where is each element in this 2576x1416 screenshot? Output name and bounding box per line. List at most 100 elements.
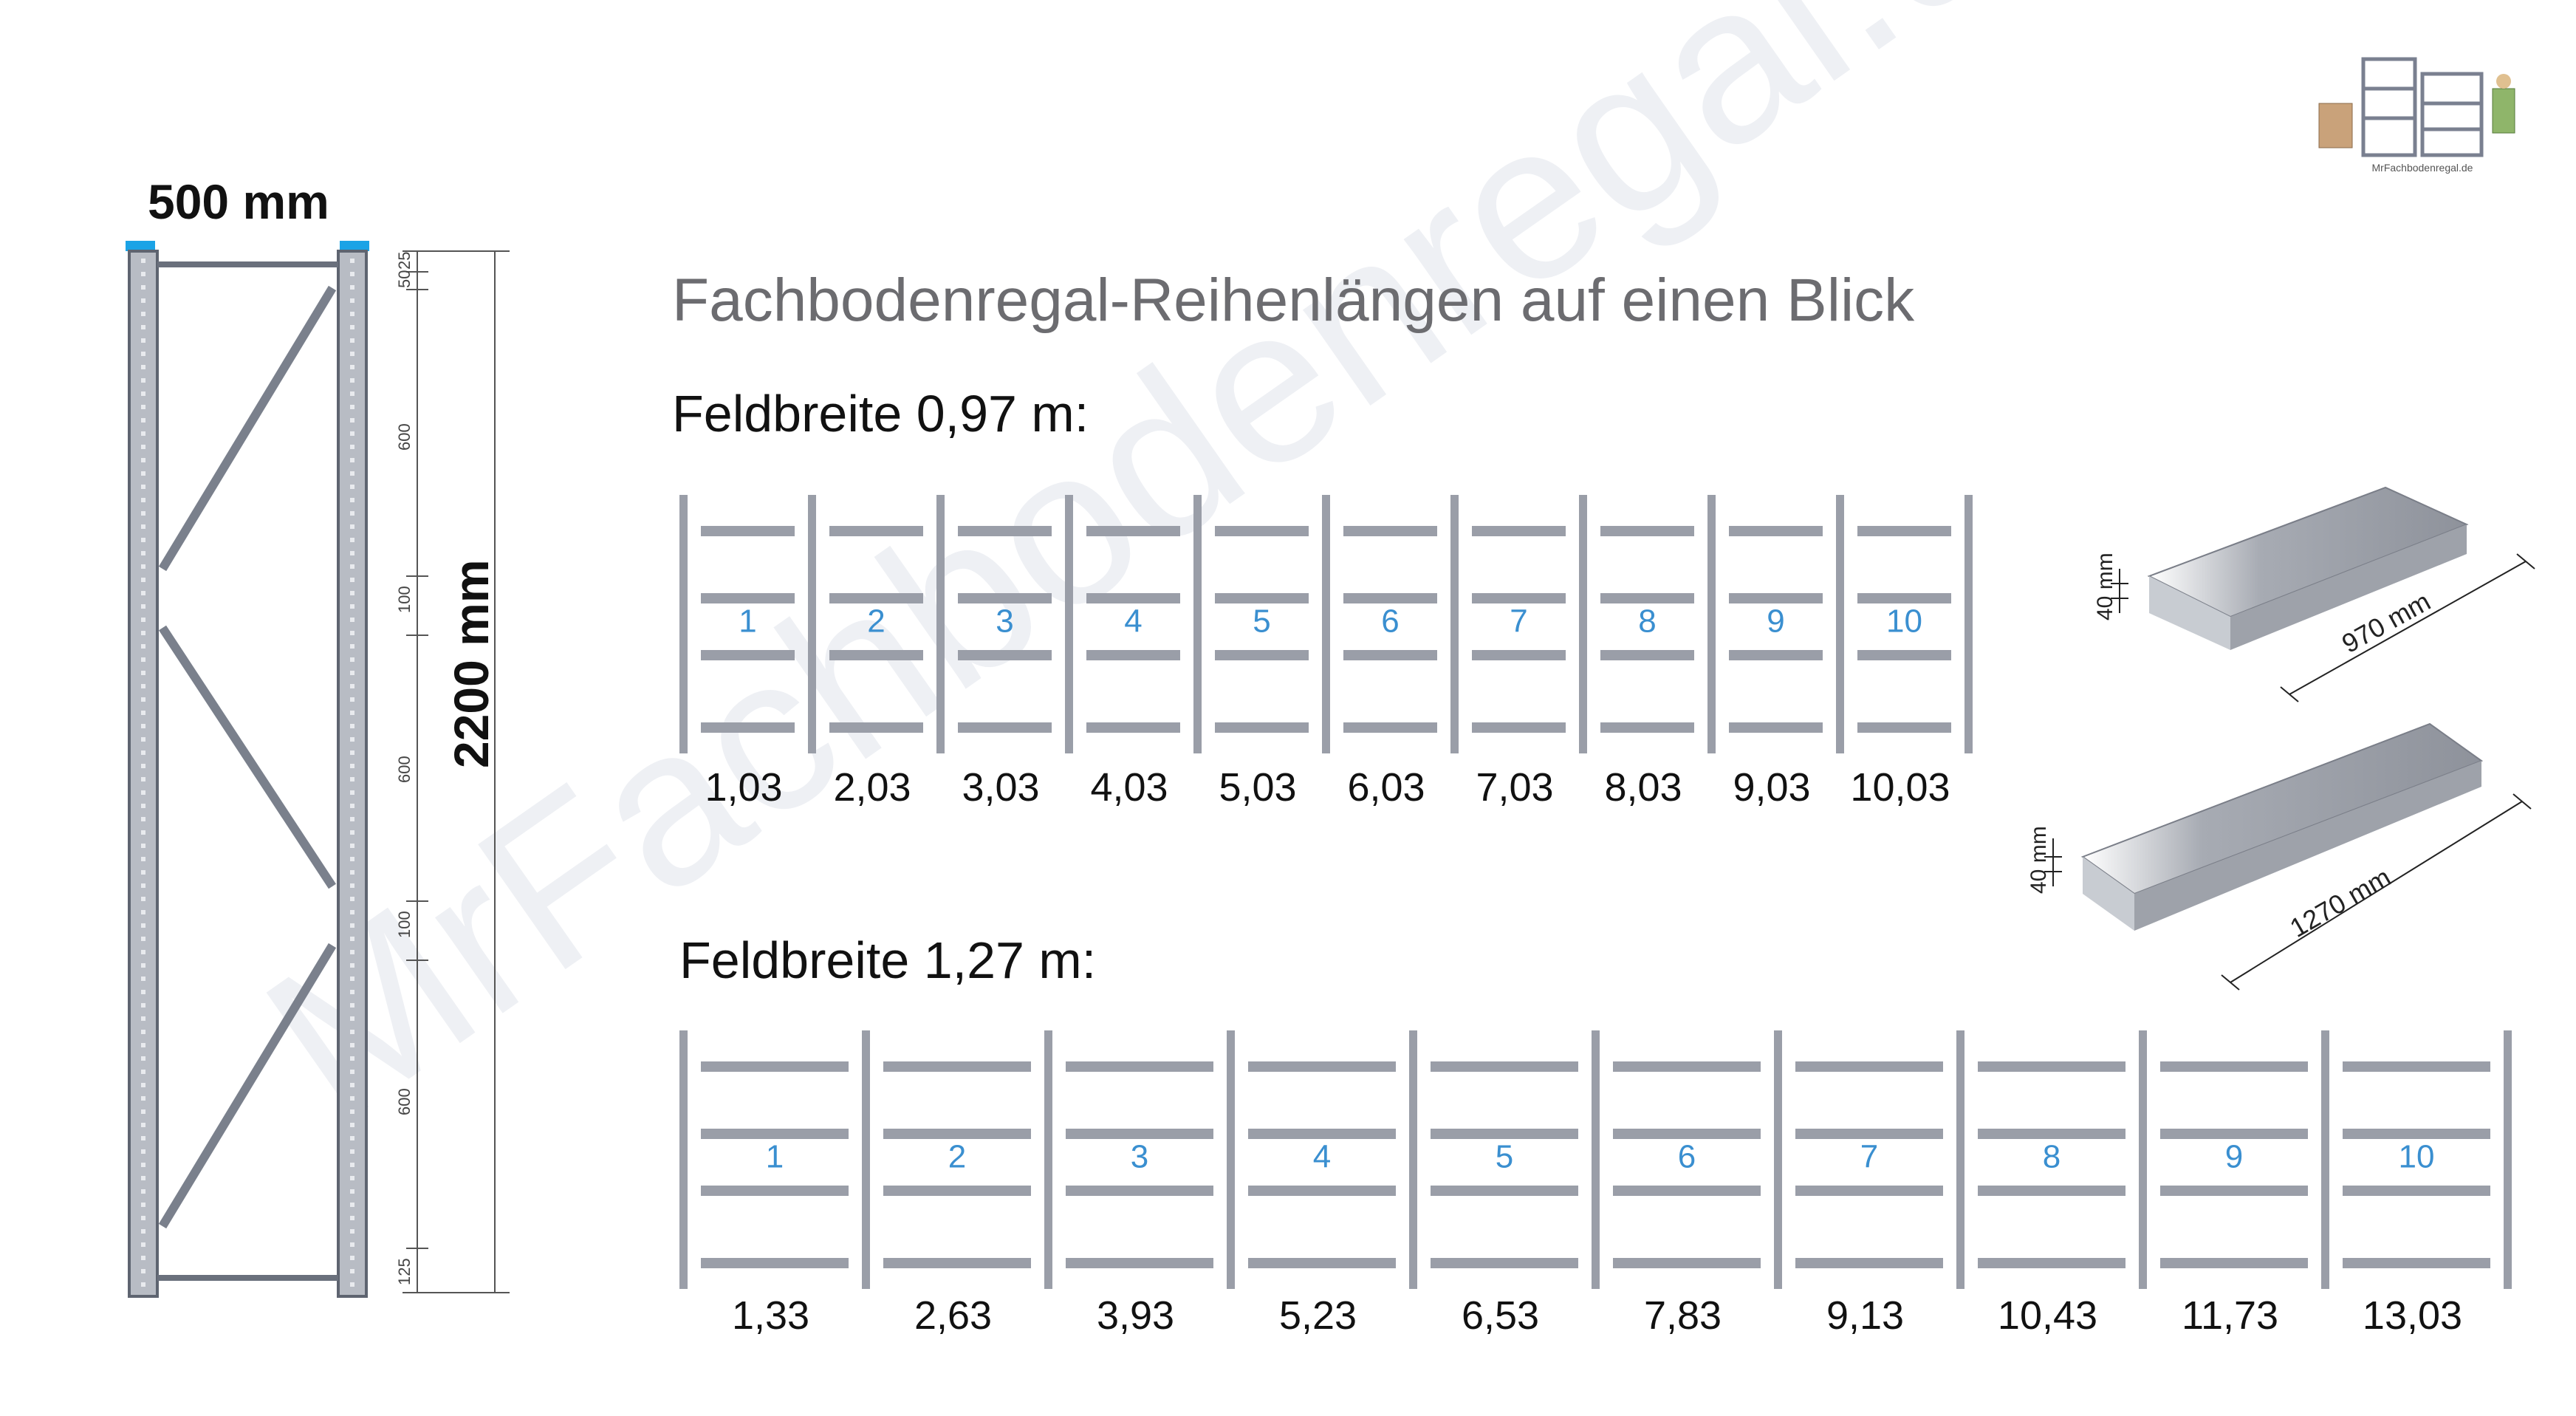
upright-frame-drawing: 25 50 600 100 600 100 600 125 <box>126 241 510 1298</box>
row2-upright <box>1592 1030 1600 1289</box>
dimension-top-50: 50 <box>395 270 414 288</box>
row1-upright <box>1964 495 1973 753</box>
row1-shelf-level <box>1215 722 1309 733</box>
row2-field-number: 7 <box>1860 1139 1878 1175</box>
row2-shelving: 1 2 3 4 5 6 7 8 9 10 <box>679 1030 2512 1289</box>
row2-field-number: 9 <box>2225 1139 2243 1175</box>
row1-shelf-level <box>1600 526 1694 536</box>
row2-shelf-level <box>1978 1186 2125 1196</box>
row1-shelf-level <box>829 593 923 603</box>
row2-shelf-level <box>1066 1061 1213 1072</box>
logo-text: MrFachbodenregal.de <box>2372 162 2473 174</box>
row2-shelf-level <box>1613 1186 1761 1196</box>
dimension-100-lower: 100 <box>395 911 414 938</box>
row1-shelf-level <box>1729 593 1823 603</box>
row2-shelf-level <box>1978 1061 2125 1072</box>
row1-upright <box>808 495 816 753</box>
row1-upright <box>679 495 688 753</box>
row2-field-number: 2 <box>948 1139 966 1175</box>
row1-length-label: 4,03 <box>1090 765 1168 810</box>
row2-shelf-level <box>1248 1258 1396 1268</box>
row2-field-number: 6 <box>1678 1139 1696 1175</box>
row2-shelf-level <box>2160 1061 2308 1072</box>
row2-shelf-level <box>1431 1061 1578 1072</box>
row1-length-label: 10,03 <box>1850 765 1950 810</box>
row1-shelf-level <box>1729 526 1823 536</box>
row2-label: Feldbreite 1,27 m: <box>679 931 1097 989</box>
row2-shelf-level <box>1978 1129 2125 1139</box>
row1-shelf-level <box>1600 593 1694 603</box>
dimension-100-upper: 100 <box>395 586 414 613</box>
row2-shelf-level <box>1613 1258 1761 1268</box>
row1-shelf-level <box>1857 526 1951 536</box>
row1-shelf-level <box>958 593 1052 603</box>
row2-shelf-level <box>701 1258 849 1268</box>
row2-shelf-level <box>1431 1129 1578 1139</box>
row1-shelf-level <box>1215 650 1309 660</box>
row1-field-number: 6 <box>1381 603 1399 640</box>
dimension-top-25: 25 <box>395 252 414 270</box>
row1-upright <box>1450 495 1459 753</box>
dimension-600-middle: 600 <box>395 756 414 783</box>
row2-shelf-level <box>701 1186 849 1196</box>
row1-length-label: 2,03 <box>833 765 911 810</box>
row1-upright <box>1836 495 1844 753</box>
row1-shelf-level <box>1472 526 1566 536</box>
row2-upright <box>1227 1030 1235 1289</box>
row1-shelf-level <box>1343 722 1437 733</box>
row2-shelf-level <box>1795 1061 1943 1072</box>
dimension-bottom-125: 125 <box>395 1258 414 1285</box>
row2-length-label: 6,53 <box>1461 1293 1540 1338</box>
row2-shelf-level <box>701 1129 849 1139</box>
row2-svg: 1 2 3 4 5 6 7 8 9 10 <box>679 1030 2512 1289</box>
row1-shelf-level <box>1086 526 1180 536</box>
shelf-970-illustration: 40 mm 970 mm <box>2093 486 2535 702</box>
row1-length-label: 5,03 <box>1219 765 1297 810</box>
row1-shelf-level <box>1343 526 1437 536</box>
row1-shelf-level <box>1086 593 1180 603</box>
row1-shelf-level <box>1600 650 1694 660</box>
row1-shelf-level <box>701 650 795 660</box>
row2-upright <box>2321 1030 2329 1289</box>
row1-shelf-level <box>829 650 923 660</box>
row2-length-label: 13,03 <box>2362 1293 2463 1338</box>
row2-shelf-level <box>1066 1186 1213 1196</box>
row1-shelf-level <box>1215 526 1309 536</box>
row1-length-label: 3,03 <box>962 765 1040 810</box>
row1-upright <box>936 495 945 753</box>
row1-shelf-level <box>829 722 923 733</box>
logo[interactable]: MrFachbodenregal.de <box>2312 44 2533 177</box>
shelf-970-height-label: 40 mm <box>2093 553 2117 620</box>
row2-shelf-level <box>1613 1061 1761 1072</box>
row1-shelf-level <box>1472 722 1566 733</box>
shelf-1270-illustration: 40 mm 1270 mm <box>2027 722 2532 991</box>
row1-length-label: 1,03 <box>705 765 783 810</box>
row1-field-number: 3 <box>996 603 1013 640</box>
row2-shelf-level <box>1066 1258 1213 1268</box>
row2-length-label: 3,93 <box>1096 1293 1175 1338</box>
row2-upright <box>1774 1030 1782 1289</box>
row1-svg: 1 2 3 4 5 6 7 8 9 10 <box>679 495 1973 753</box>
row1-shelf-level <box>1857 650 1951 660</box>
shelf-1270-length-label: 1270 mm <box>2285 861 2396 943</box>
row2-shelf-level <box>2343 1129 2490 1139</box>
frame-width-label: 500 mm <box>148 174 329 229</box>
row2-lengths: 1,33 2,63 3,93 5,23 6,53 7,83 9,13 10,43 11,73 13… <box>679 1293 2511 1352</box>
row2-shelf-level <box>2343 1061 2490 1072</box>
row2-shelf-level <box>1248 1061 1396 1072</box>
row1-shelf-level <box>1343 593 1437 603</box>
row2-upright <box>2139 1030 2147 1289</box>
row2-field-number: 5 <box>1496 1139 1513 1175</box>
row2-length-label: 5,23 <box>1278 1293 1357 1338</box>
row1-shelf-level <box>701 526 795 536</box>
row2-shelf-level <box>1066 1129 1213 1139</box>
row2-shelf-level <box>1795 1129 1943 1139</box>
page-title: Fachbodenregal-Reihenlängen auf einen Bl… <box>672 267 1915 334</box>
row1-field-number: 10 <box>1886 603 1922 640</box>
row2-shelf-level <box>2343 1258 2490 1268</box>
row1-upright <box>1579 495 1587 753</box>
row1-shelf-level <box>1086 722 1180 733</box>
row2-length-label: 10,43 <box>1997 1293 2098 1338</box>
dimension-600-upper: 600 <box>395 423 414 451</box>
row2-shelf-level <box>1795 1186 1943 1196</box>
